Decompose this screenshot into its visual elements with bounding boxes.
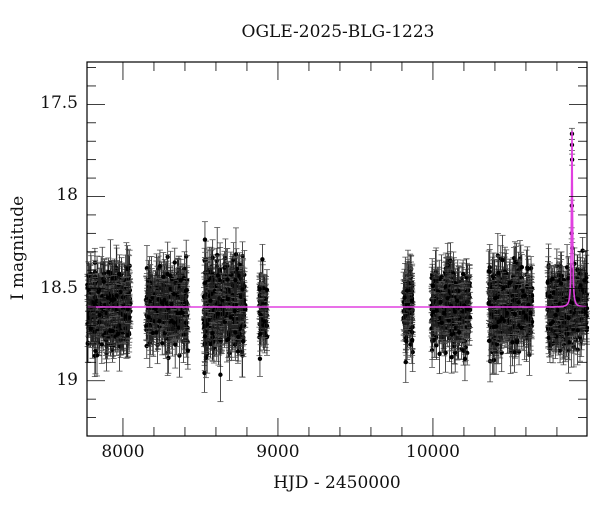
- data-points: [84, 127, 590, 403]
- x-axis-label: HJD - 2450000: [273, 473, 401, 493]
- plot-frame: [86, 61, 588, 437]
- y-tick-label: 18.5: [40, 277, 78, 298]
- model-curve: [87, 130, 588, 308]
- x-tick-label: 10000: [405, 442, 460, 462]
- y-tick-label: 17.5: [40, 93, 78, 114]
- chart-title: OGLE-2025-BLG-1223: [241, 22, 435, 42]
- y-tick-label: 18: [56, 185, 78, 206]
- x-tick-label: 9000: [256, 442, 300, 462]
- y-tick-label: 19: [56, 369, 78, 390]
- x-tick-label: 8000: [101, 442, 145, 462]
